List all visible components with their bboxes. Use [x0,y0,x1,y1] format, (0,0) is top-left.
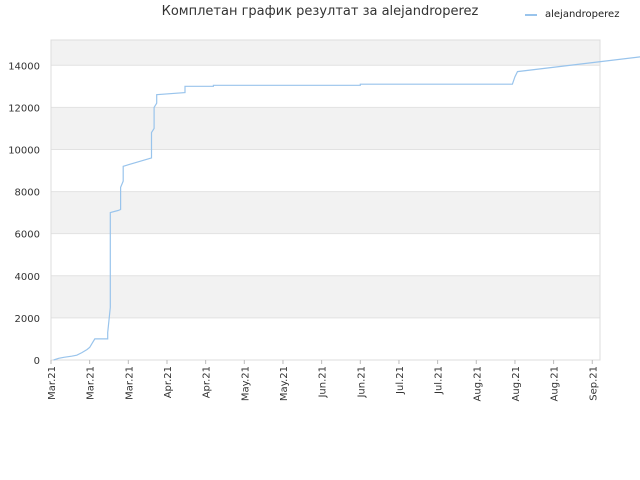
grid-band [51,233,600,276]
x-tick-label: Mar.21 [124,366,135,400]
y-tick-label: 4000 [15,272,40,283]
y-tick-label: 2000 [15,314,40,325]
y-tick-label: 12000 [8,103,40,114]
x-tick-label: Jul.21 [434,366,445,395]
y-tick-label: 6000 [15,230,40,241]
x-tick-label: Apr.21 [163,366,174,398]
x-tick-label: Aug.21 [550,366,561,401]
plot-border [50,39,601,361]
grid-band [51,191,600,234]
legend-label: alejandroperez [545,9,620,20]
x-tick-label: Apr.21 [202,366,213,398]
chart-title: Комплетан график резултат за alejandrope… [161,4,479,19]
grid-band [51,149,600,192]
grid-band [51,40,600,66]
grid-band [51,65,600,108]
x-tick-label: Mar.21 [86,366,97,400]
grid-band [51,317,600,360]
x-tick-label: Aug.21 [511,366,522,401]
x-tick-label: Sep.21 [588,366,599,401]
x-tick-label: Aug.21 [472,366,483,401]
grid-band [51,275,600,318]
y-tick-label: 10000 [8,145,40,156]
x-tick-label: May.21 [240,366,251,401]
legend: alejandroperez [525,9,619,20]
y-tick-label: 8000 [15,188,40,199]
x-tick-label: May.21 [279,366,290,401]
legend-swatch [525,13,537,16]
series-line [53,56,640,361]
x-tick-label: Jun.21 [318,366,329,399]
y-tick-label: 14000 [8,61,40,72]
x-tick-label: Jul.21 [395,366,406,395]
grid-band [51,107,600,150]
x-tick-label: Mar.21 [47,366,58,400]
y-tick-label: 0 [34,356,40,367]
x-tick-label: Jun.21 [356,366,367,399]
